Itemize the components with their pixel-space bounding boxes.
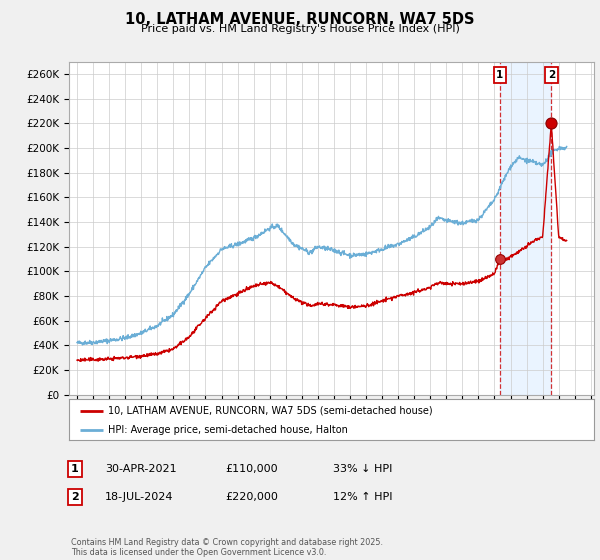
Text: Price paid vs. HM Land Registry's House Price Index (HPI): Price paid vs. HM Land Registry's House … (140, 24, 460, 34)
Text: 2: 2 (71, 492, 79, 502)
Text: £110,000: £110,000 (225, 464, 278, 474)
Text: £220,000: £220,000 (225, 492, 278, 502)
Bar (500, 62, 551, 395)
Text: 1: 1 (71, 464, 79, 474)
Text: 2: 2 (548, 70, 555, 80)
Text: 1: 1 (496, 70, 503, 80)
Text: 12% ↑ HPI: 12% ↑ HPI (333, 492, 392, 502)
Text: HPI: Average price, semi-detached house, Halton: HPI: Average price, semi-detached house,… (109, 424, 348, 435)
Text: Contains HM Land Registry data © Crown copyright and database right 2025.
This d: Contains HM Land Registry data © Crown c… (71, 538, 383, 557)
Text: 10, LATHAM AVENUE, RUNCORN, WA7 5DS: 10, LATHAM AVENUE, RUNCORN, WA7 5DS (125, 12, 475, 27)
Text: 30-APR-2021: 30-APR-2021 (105, 464, 176, 474)
Text: 10, LATHAM AVENUE, RUNCORN, WA7 5DS (semi-detached house): 10, LATHAM AVENUE, RUNCORN, WA7 5DS (sem… (109, 405, 433, 416)
Text: 18-JUL-2024: 18-JUL-2024 (105, 492, 173, 502)
Text: 33% ↓ HPI: 33% ↓ HPI (333, 464, 392, 474)
